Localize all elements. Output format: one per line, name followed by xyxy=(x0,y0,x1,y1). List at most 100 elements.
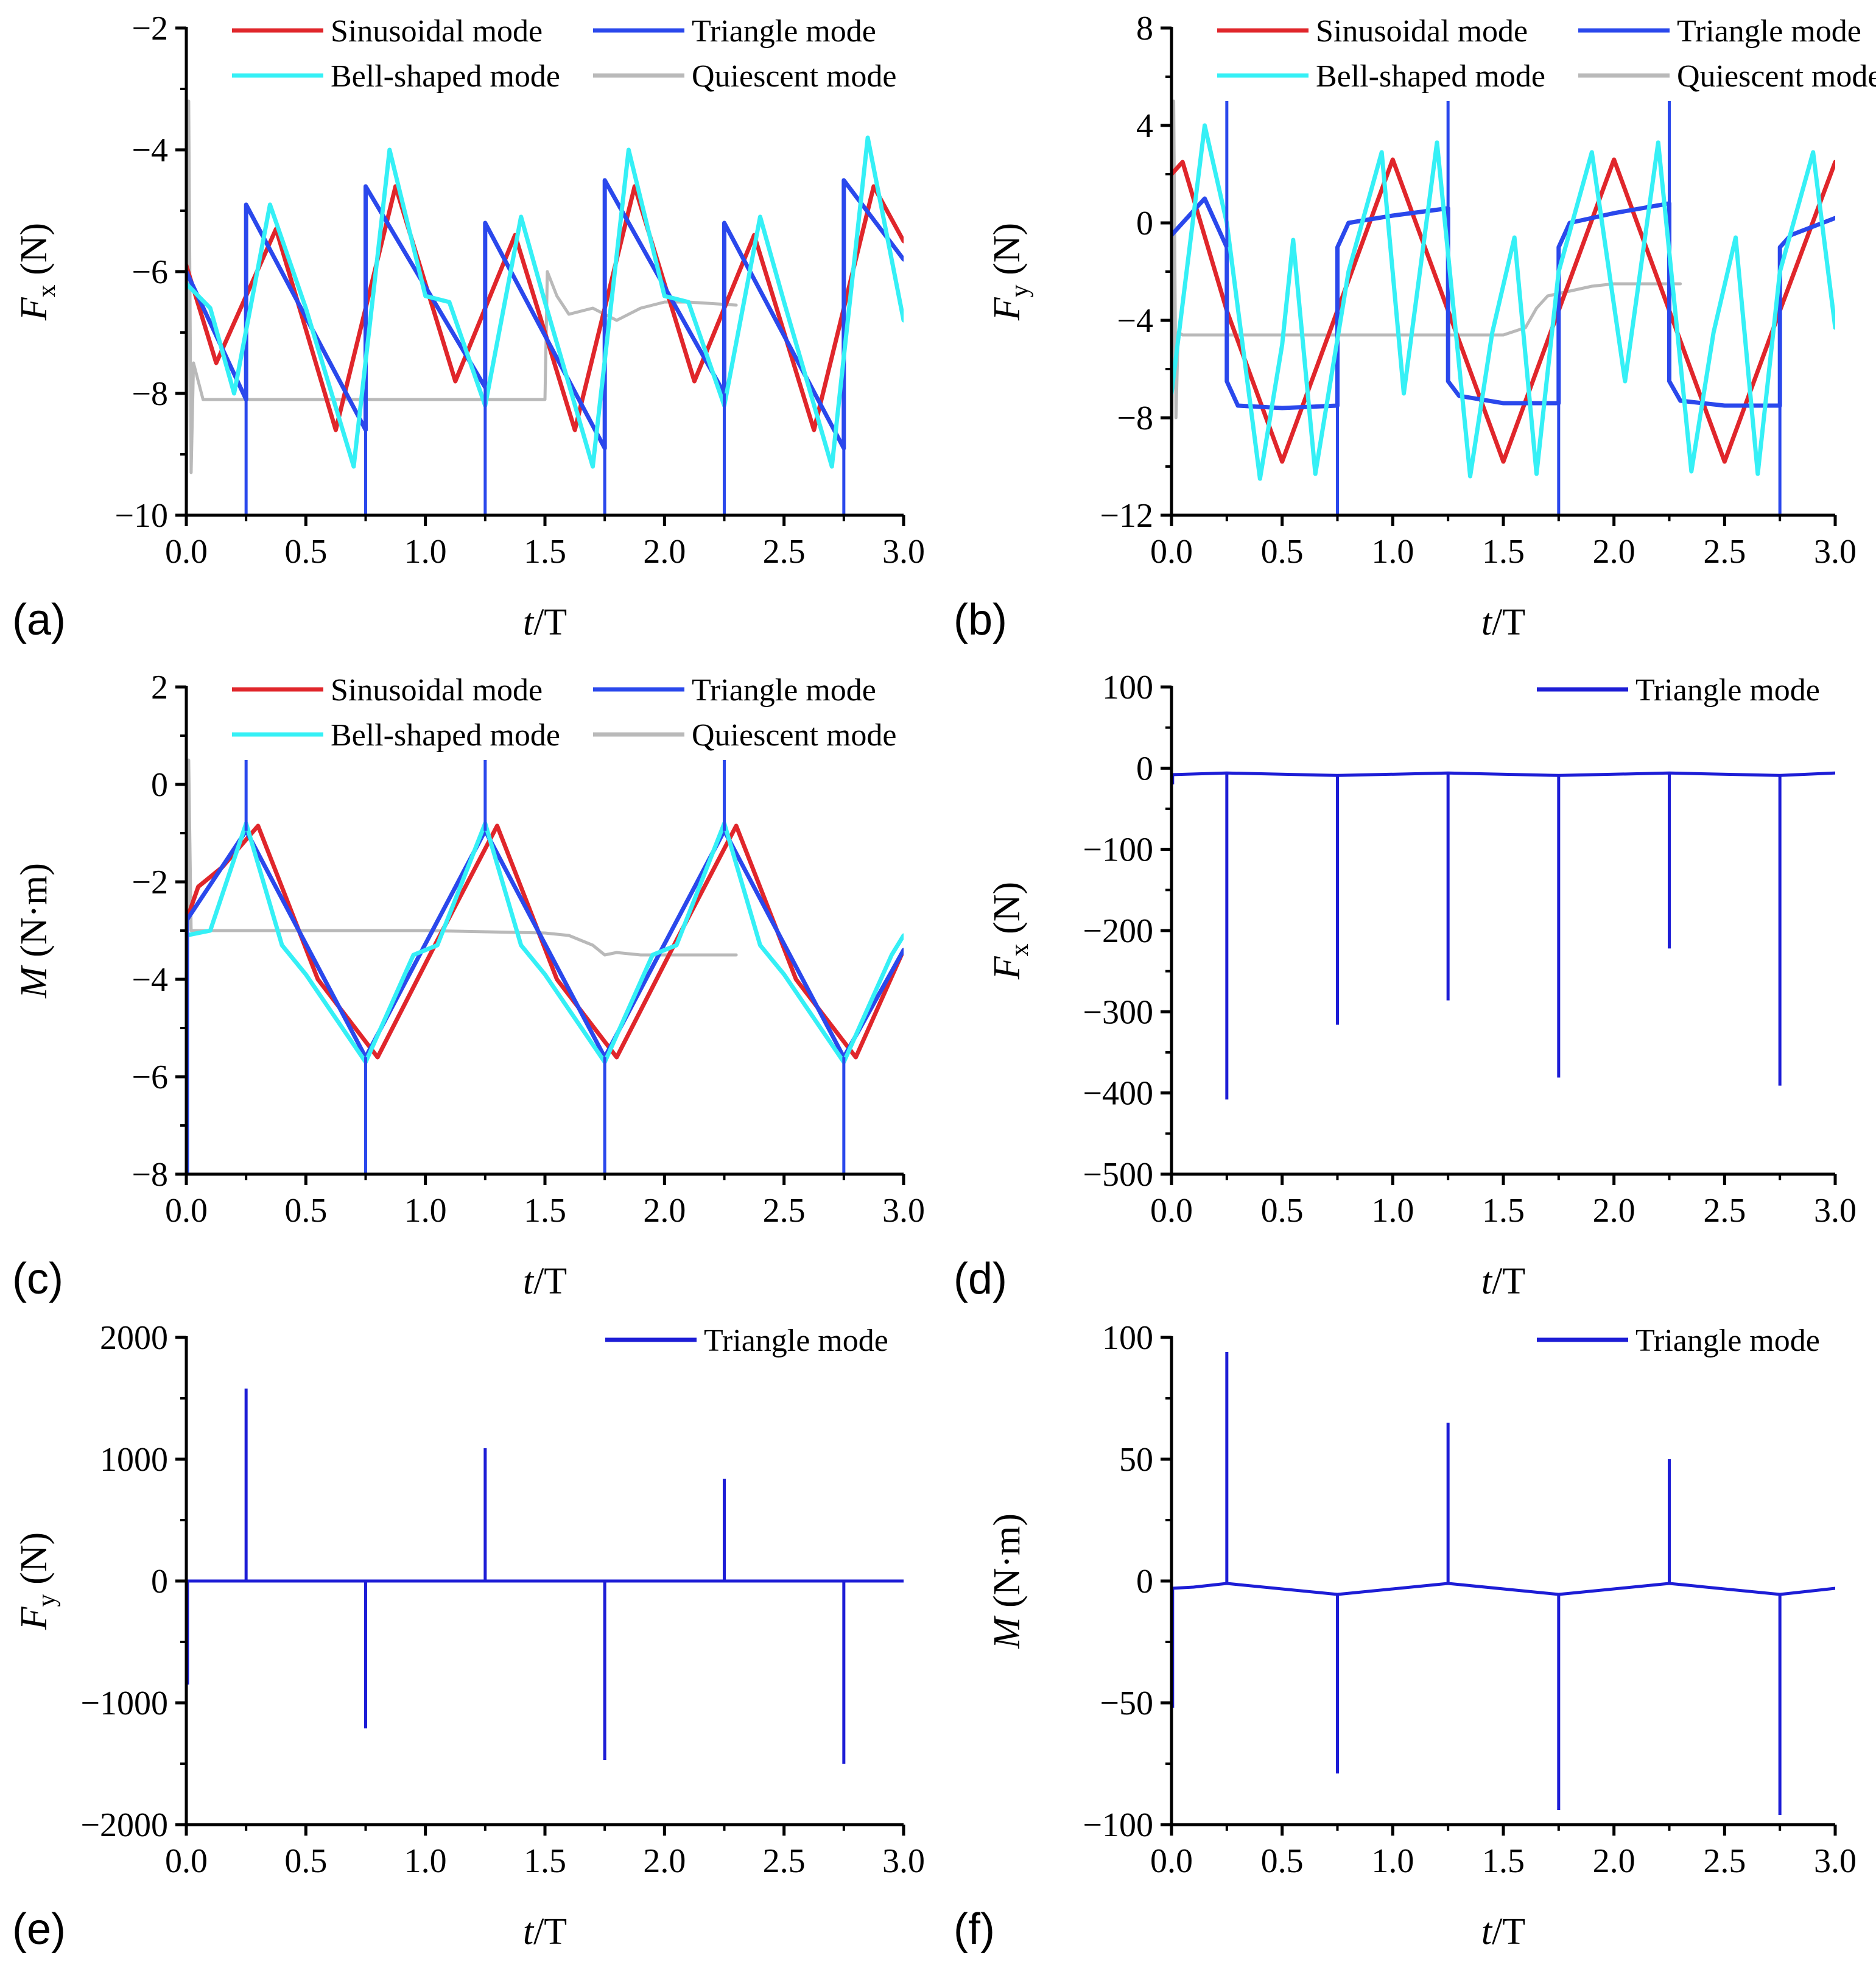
x-tick-label: 2.5 xyxy=(1703,1192,1746,1230)
x-tick-label: 1.0 xyxy=(1371,1842,1414,1880)
legend-label: Triangle mode xyxy=(1677,14,1861,49)
panel-label: (a) xyxy=(12,596,66,644)
x-tick-label: 2.5 xyxy=(763,1842,806,1880)
x-tick-label: 1.5 xyxy=(1482,533,1525,571)
legend-label: Bell-shaped mode xyxy=(1316,59,1545,94)
legend: Sinusoidal mode Triangle mode Bell-shaped … xyxy=(232,14,896,94)
x-tick-label: 0.0 xyxy=(1150,1192,1193,1230)
panel-f: 0.0 0.5 1.0 1.5 2.0 2.5 3.0 −100 −50 0 50 100 t/T M (… xyxy=(954,1319,1857,1954)
x-tick-label: 0.0 xyxy=(1150,1842,1193,1880)
x-tick-label: 1.0 xyxy=(1371,1192,1414,1230)
y-tick-label: 50 xyxy=(1119,1441,1153,1479)
panel-e: 0.0 0.5 1.0 1.5 2.0 2.5 3.0 −2000 −1000 0 1000 2000… xyxy=(12,1319,925,1954)
x-tick-label: 3.0 xyxy=(1814,533,1857,571)
panel-a: 0.0 0.5 1.0 1.5 2.0 2.5 3.0 −10 −8 −6 −4 −2 t/T Fx (N… xyxy=(12,10,925,644)
y-tick-label: −8 xyxy=(1117,400,1153,437)
y-tick-label: −2 xyxy=(132,864,168,901)
y-tick-label: −100 xyxy=(1083,831,1153,869)
series-line-triangle-mode xyxy=(186,828,904,1060)
y-tick-label: −10 xyxy=(114,497,168,535)
x-tick-label: 0.5 xyxy=(284,1842,327,1880)
legend: Triangle mode xyxy=(605,1323,888,1358)
y-tick-label: 2000 xyxy=(100,1319,168,1357)
x-tick-label: 2.0 xyxy=(643,1192,686,1230)
series-line-quiescent-mode xyxy=(186,99,738,516)
legend-label: Triangle mode xyxy=(1635,1323,1820,1358)
plot-area xyxy=(186,1389,904,1764)
plot-area xyxy=(186,99,904,516)
series-line-quiescent-mode xyxy=(1172,99,1682,516)
panel-label: (c) xyxy=(12,1255,63,1303)
legend: Sinusoidal mode Triangle mode Bell-shaped … xyxy=(232,673,896,753)
y-tick-label: 0 xyxy=(151,766,168,804)
legend-label: Triangle mode xyxy=(692,673,876,708)
panel-label: (e) xyxy=(12,1905,66,1954)
plot-area xyxy=(1172,771,1835,1100)
series-line-bell-shaped-mode xyxy=(186,135,904,469)
x-tick-label: 1.5 xyxy=(1482,1842,1525,1880)
x-tick-label: 3.0 xyxy=(1814,1192,1857,1230)
legend: Triangle mode xyxy=(1537,673,1820,708)
x-tick-label: 2.0 xyxy=(1593,1842,1635,1880)
y-tick-label: −300 xyxy=(1083,993,1153,1031)
x-tick-label: 2.5 xyxy=(763,1192,806,1230)
legend: Sinusoidal mode Triangle mode Bell-shaped … xyxy=(1217,14,1876,94)
y-tick-label: 4 xyxy=(1136,107,1153,145)
panel-label: (f) xyxy=(954,1905,995,1954)
panel-label: (d) xyxy=(954,1255,1007,1303)
x-tick-label: 2.5 xyxy=(1703,533,1746,571)
y-tick-label: −2 xyxy=(132,10,168,48)
y-tick-label: −100 xyxy=(1083,1806,1153,1844)
series-line-triangle-mode xyxy=(1172,1582,1835,1596)
y-tick-label: 2 xyxy=(151,669,168,706)
plot-area xyxy=(186,758,904,1175)
y-tick-label: −6 xyxy=(132,1058,168,1096)
x-tick-label: 3.0 xyxy=(882,1192,925,1230)
panel-c: 0.0 0.5 1.0 1.5 2.0 2.5 3.0 −8 −6 −4 −2 0 2 t/T M (N·m… xyxy=(12,669,925,1303)
series-line-triangle-mode xyxy=(186,178,904,451)
x-axis-title: t/T xyxy=(1481,1911,1525,1953)
legend-label: Sinusoidal mode xyxy=(331,673,543,708)
series-line-triangle-mode xyxy=(1172,771,1835,777)
legend-label: Quiescent mode xyxy=(1677,59,1876,94)
panel-d: 0.0 0.5 1.0 1.5 2.0 2.5 3.0 −500 −400 −300 −200 −10… xyxy=(954,669,1857,1303)
x-tick-label: 1.5 xyxy=(524,1842,566,1880)
x-tick-label: 1.0 xyxy=(1371,533,1414,571)
y-axis-title: M (N·m) xyxy=(13,863,55,999)
y-tick-label: 0 xyxy=(1136,205,1153,242)
panel-label: (b) xyxy=(954,596,1007,644)
legend-label: Quiescent mode xyxy=(692,59,896,94)
x-tick-label: 0.5 xyxy=(1261,1842,1304,1880)
legend: Triangle mode xyxy=(1537,1323,1820,1358)
x-tick-label: 0.0 xyxy=(165,1842,208,1880)
x-axis-title: t/T xyxy=(523,602,567,643)
legend-label: Bell-shaped mode xyxy=(331,718,560,753)
y-tick-label: 0 xyxy=(1136,750,1153,787)
y-tick-label: 8 xyxy=(1136,10,1153,48)
y-tick-label: −8 xyxy=(132,1156,168,1194)
series-line-quiescent-mode xyxy=(186,758,738,1175)
y-axis-title: Fx (N) xyxy=(986,882,1034,980)
y-tick-label: −6 xyxy=(132,253,168,291)
y-tick-label: −12 xyxy=(1100,497,1153,535)
legend-label: Triangle mode xyxy=(704,1323,888,1358)
y-axis-title: M (N·m) xyxy=(986,1513,1028,1649)
x-tick-label: 3.0 xyxy=(1814,1842,1857,1880)
x-tick-label: 1.5 xyxy=(1482,1192,1525,1230)
legend-label: Triangle mode xyxy=(1635,673,1820,708)
y-tick-label: 100 xyxy=(1102,1319,1153,1357)
y-tick-label: −400 xyxy=(1083,1075,1153,1113)
y-axis-title: Fy (N) xyxy=(986,223,1034,321)
x-tick-label: 0.0 xyxy=(165,533,208,571)
y-tick-label: 100 xyxy=(1102,669,1153,706)
x-tick-label: 0.0 xyxy=(1150,533,1193,571)
y-tick-label: −4 xyxy=(132,132,168,169)
y-tick-label: −500 xyxy=(1083,1156,1153,1194)
legend-label: Sinusoidal mode xyxy=(1316,14,1528,49)
x-tick-label: 0.5 xyxy=(1261,1192,1304,1230)
y-tick-label: 0 xyxy=(151,1563,168,1600)
y-tick-label: −50 xyxy=(1100,1685,1153,1722)
x-tick-label: 1.0 xyxy=(404,1842,447,1880)
series-line-triangle-mode xyxy=(1172,196,1835,410)
y-tick-label: −4 xyxy=(1117,302,1153,340)
